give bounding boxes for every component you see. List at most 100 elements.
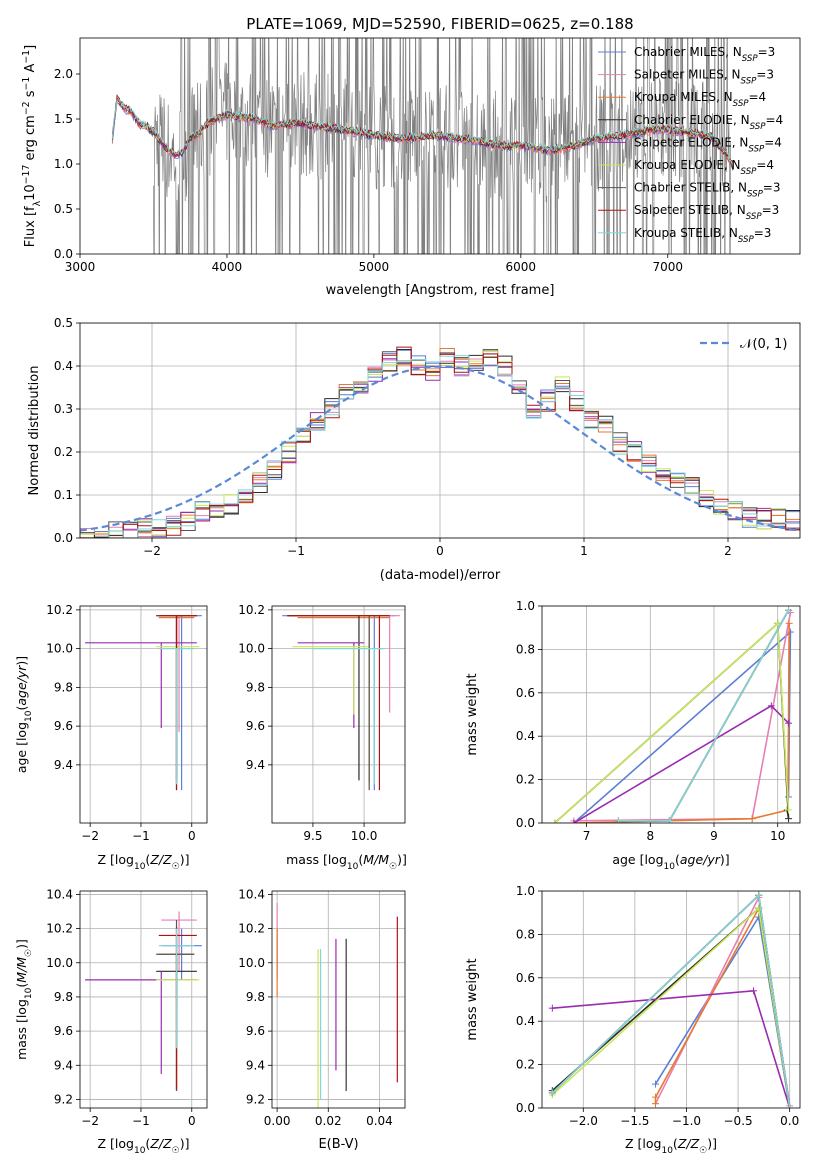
y-tick-label: 10.2 [46,603,73,617]
x-axis-label: Z [log10(Z/Z☉)] [98,852,190,872]
weight-line [554,621,790,823]
y-tick-label: 1.0 [516,884,535,898]
x-tick-label: 0 [188,829,196,843]
axes-frame [271,605,406,824]
y-tick-label: 9.8 [54,990,73,1004]
histogram-chabrier-stelib [80,351,800,538]
y-tick-label: 10.4 [238,887,265,901]
y-tick-label: 9.6 [54,719,73,733]
weight-line [551,906,791,1108]
weight-line [573,612,792,822]
legend-entry: Kroupa ELODIE, NSSP=4 [634,158,774,177]
weight-z-axes: −2.0 −1.5 −1.0 −0.5 0.0 0.0 0.2 0.4 0.6 0.8 1.0 mas… [465,884,801,1156]
weight-line [551,893,791,1108]
y-tick-label: 10.2 [238,603,265,617]
y-tick-label: 0.8 [516,642,535,656]
y-axis-label: mass [log10(M/M☉)] [14,939,34,1060]
x-tick-label: 1 [580,544,588,558]
x-tick-label: −1.0 [672,1114,701,1128]
y-tick-label: 9.4 [246,758,265,772]
y-tick-label: 0.8 [516,927,535,941]
plot-area [80,606,207,823]
y-tick-label: 0.0 [54,531,73,545]
y-tick-label: 10.0 [238,642,265,656]
axes-frame [271,890,406,1109]
y-tick-label: 9.4 [54,1058,73,1072]
y-tick-label: 10.4 [46,887,73,901]
x-axis-label: Z [log10(Z/Z☉)] [98,1136,190,1156]
weight-line [573,704,790,823]
y-tick-label: 10.2 [46,922,73,936]
x-tick-label: 4000 [212,260,243,274]
y-tick-label: 10.2 [238,922,265,936]
x-tick-label: −2.0 [569,1114,598,1128]
x-axis-label: age [log10(age/yr)] [612,852,729,872]
y-tick-label: 1.0 [516,599,535,613]
x-tick-label: 7 [583,829,591,843]
x-axis-label: E(B-V) [318,1137,358,1152]
y-tick-label: 0.4 [516,729,535,743]
x-tick-label: 0 [188,1114,196,1128]
figure-title: PLATE=1069, MJD=52590, FIBERID=0625, z=0… [246,15,633,33]
y-tick-label: 0.0 [516,816,535,830]
y-tick-label: 0.5 [54,316,73,330]
x-axis-label: mass [log10(M/M☉)] [286,852,407,872]
legend-entry: Salpeter ELODIE, NSSP=4 [634,135,782,154]
legend-entry: Salpeter STELIB, NSSP=3 [634,203,779,222]
axes-frame [541,890,801,1109]
x-tick-label: −2 [143,544,161,558]
y-tick-label: 9.6 [246,719,265,733]
model-spectrum-chabrier-stelib [111,97,734,167]
legend-entry: Chabrier STELIB, NSSP=3 [634,181,781,200]
model-spectrum-kroupa-stelib [111,99,734,165]
plot-area [272,891,405,1108]
weight-line [554,621,790,823]
x-tick-label: 2 [724,544,732,558]
x-tick-label: −2 [81,829,99,843]
y-tick-label: 10.0 [238,956,265,970]
y-tick-label: 0.1 [54,488,73,502]
y-tick-label: 0.6 [516,971,535,985]
age-z-axes: −2 −1 0 9.4 9.6 9.8 10.0 10.2 Z [log10(Z/Z☉)] age… [14,603,208,872]
y-tick-label: 9.8 [246,680,265,694]
legend-entry-normal: 𝒩(0, 1) [740,337,787,352]
y-tick-label: 0.2 [54,445,73,459]
x-tick-label: 0.0 [780,1114,799,1128]
y-axis-label: Flux [fλ10−17 erg cm−2 s−1 A−1] [21,45,43,247]
weight-line [573,630,792,823]
y-tick-label: 9.6 [246,1024,265,1038]
normal-curve [80,365,800,532]
x-axis-label: Z [log10(Z/Z☉)] [625,1136,717,1156]
age-mass-axes: 9.5 10.0 9.4 9.6 9.8 10.0 10.2 mass [log10(M/M☉… [238,603,407,872]
x-tick-label: 7000 [652,260,683,274]
plot-area [542,891,800,1108]
x-tick-label: 0.02 [315,1114,342,1128]
weight-line [551,906,791,1108]
y-tick-label: 0.6 [516,686,535,700]
legend-entry: Chabrier MILES, NSSP=3 [634,45,775,64]
weight-age-axes: 7 8 9 10 0.0 0.2 0.4 0.6 0.8 1.0 mass weight age [l… [465,599,801,872]
y-tick-label: 9.2 [246,1092,265,1106]
y-tick-label: 9.6 [54,1024,73,1038]
x-tick-label: 0.00 [264,1114,291,1128]
y-tick-label: 9.4 [54,758,73,772]
mass-z-axes: −2 −1 0 9.2 9.4 9.6 9.8 10.0 10.2 10.4 Z [log10(Z/… [14,887,208,1156]
legend-entry: Chabrier ELODIE, NSSP=4 [634,113,783,132]
y-tick-label: 0.2 [516,773,535,787]
y-tick-label: 9.8 [54,680,73,694]
y-tick-label: 9.4 [246,1058,265,1072]
x-tick-label: 5000 [359,260,390,274]
y-tick-label: 0.4 [54,359,73,373]
y-tick-label: 1.5 [54,112,73,126]
observed-spectrum-line [153,38,731,254]
y-axis-label: mass weight [465,958,480,1040]
plot-area [542,606,800,823]
y-tick-label: 0.5 [54,202,73,216]
x-tick-label: −2 [81,1114,99,1128]
plot-area [80,323,800,538]
axes-frame [79,37,801,255]
histogram-kroupa-stelib [80,355,800,538]
y-tick-label: 0.3 [54,402,73,416]
y-axis-label: Normed distribution [27,366,42,496]
